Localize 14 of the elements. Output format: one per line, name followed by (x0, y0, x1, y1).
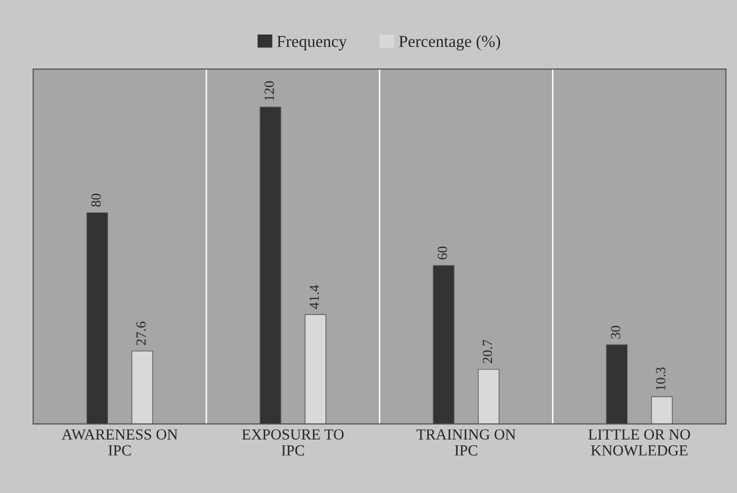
data-label: 20.7 (482, 340, 492, 364)
data-label: 41.4 (310, 284, 320, 309)
x-tick-label: TRAINING ON IPC (416, 429, 516, 456)
data-label: 30 (610, 326, 620, 339)
data-label: 27.6 (136, 322, 146, 345)
data-label: 80 (91, 194, 101, 207)
data-label: 120 (264, 81, 274, 100)
legend-label: Percentage (%) (399, 35, 500, 50)
legend-label: Frequency (277, 36, 347, 50)
x-tick-label: LITTLE OR NO KNOWLEDGE (588, 429, 690, 456)
data-label: 60 (438, 246, 448, 260)
x-tick-label: EXPOSURE TO IPC (242, 429, 344, 456)
x-tick-label: AWARENESS ON IPC (62, 429, 178, 456)
data-label: 10.3 (656, 367, 666, 390)
